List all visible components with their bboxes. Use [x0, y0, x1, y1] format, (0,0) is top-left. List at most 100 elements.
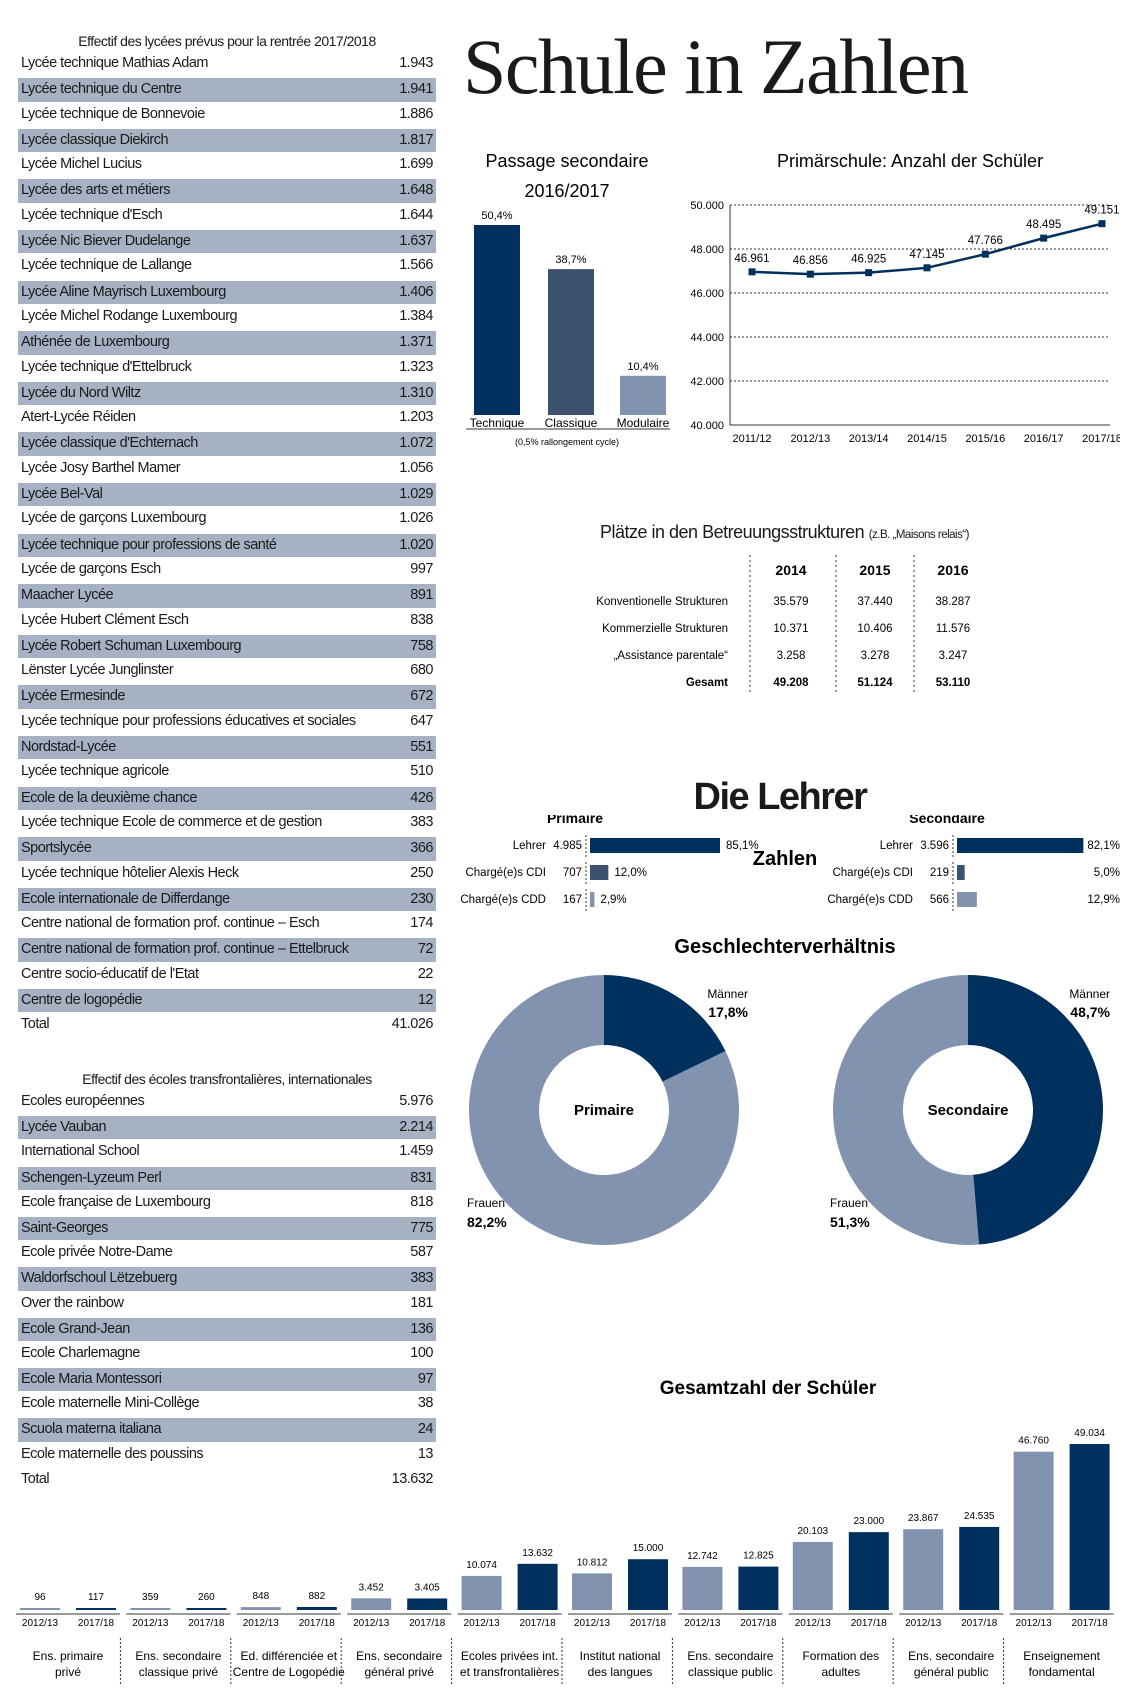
care-cell: 10.371: [773, 623, 808, 635]
primary-line-chart: Primärschule: Anzahl der Schüler 40.000 4…: [690, 151, 1120, 445]
care-cell: 37.440: [857, 596, 892, 608]
school-value: 1.699: [399, 156, 433, 173]
intl-school-value: 383: [410, 1270, 433, 1287]
gender-donut-label: Secondaire: [928, 1102, 1009, 1119]
total-category-label: général privé: [365, 1665, 435, 1679]
total-bar-label: 882: [308, 1591, 325, 1602]
teachers-bar: [590, 865, 609, 880]
total-bar-label: 49.034: [1074, 1428, 1105, 1439]
teachers-row-label: Lehrer: [880, 840, 913, 852]
school-row: Lycée Robert Schuman Luxembourg 758: [18, 633, 436, 660]
school-name: Sportslycée: [21, 840, 92, 857]
total-bar-label: 260: [198, 1592, 215, 1603]
primary-point-label: 48.495: [1026, 219, 1061, 231]
school-name: Lycée classique d'Echternach: [21, 435, 198, 452]
school-total-row: Total 41.026: [18, 1013, 436, 1038]
intl-school-row: Over the rainbow 181: [18, 1292, 436, 1317]
passage-chart: Passage secondaire 2016/2017 50,4% Techni…: [466, 151, 670, 447]
school-row: Lycée technique Ecole de commerce et de …: [18, 811, 436, 836]
school-name: Lycée Nic Biever Dudelange: [21, 233, 191, 250]
intl-school-row: Ecole Grand-Jean 136: [18, 1316, 436, 1342]
teachers-bar: [590, 892, 595, 907]
intl-school-value: 831: [410, 1169, 433, 1186]
care-cell: 11.576: [936, 623, 970, 635]
intl-school-value: 24: [417, 1421, 434, 1438]
teachers-row-pct: 5,0%: [1094, 867, 1120, 879]
intl-school-total-row: Total 13.632: [18, 1468, 436, 1493]
primary-ytick-label: 46.000: [690, 288, 724, 300]
total-period-label: 2017/18: [961, 1618, 998, 1629]
gender-donut-label: Primaire: [574, 1102, 634, 1119]
intl-school-value: 97: [417, 1371, 434, 1388]
care-cell: 3.278: [861, 650, 890, 662]
total-bar-label: 96: [34, 1592, 46, 1603]
school-value: 838: [410, 611, 433, 628]
primary-xtick-label: 2012/13: [790, 433, 830, 445]
gender-men-label: Männer: [707, 987, 748, 1001]
total-period-label: 2017/18: [188, 1618, 225, 1629]
teachers-row-pct: 12,0%: [614, 867, 647, 879]
school-row: Lycée technique hôtelier Alexis Heck 250: [18, 862, 436, 887]
intl-school-name: Saint-Georges: [21, 1219, 109, 1236]
total-category-label: privé: [55, 1665, 81, 1679]
teachers-bar: [957, 865, 965, 880]
intl-school-name: Over the rainbow: [21, 1294, 124, 1311]
school-name: Ecole de la deuxième chance: [21, 789, 197, 806]
total-bar-label: 359: [142, 1592, 159, 1603]
school-row: Lycée technique du Centre 1.941: [18, 77, 436, 103]
total-period-label: 2017/18: [740, 1618, 777, 1629]
gender-men-pct: 17,8%: [708, 1004, 748, 1020]
primary-xtick-label: 2015/16: [965, 433, 1005, 445]
school-value: 1.310: [399, 384, 433, 401]
intl-school-name: Ecole Maria Montessori: [21, 1371, 162, 1388]
total-bar: [296, 1607, 337, 1610]
teachers-bar: [957, 892, 977, 907]
school-name: Ecole internationale de Differdange: [21, 890, 230, 907]
school-name: Lycée technique de Bonnevoie: [21, 105, 205, 122]
page-title: Schule in Zahlen: [463, 23, 969, 110]
total-bar-label: 10.074: [466, 1560, 497, 1571]
school-value: 680: [410, 662, 433, 679]
primary-xtick-label: 2016/17: [1024, 433, 1064, 445]
intl-school-row: Saint-Georges 775: [18, 1215, 436, 1242]
intl-school-value: 13.632: [391, 1470, 434, 1487]
total-period-label: 2017/18: [1072, 1618, 1109, 1629]
teachers-row-count: 3.596: [920, 840, 949, 852]
total-bar-label: 13.632: [522, 1548, 553, 1559]
gender-women-label: Frauen: [467, 1196, 505, 1210]
teachers-section-label: Secondaire: [909, 815, 985, 826]
primary-point: [923, 264, 931, 272]
total-bar-label: 3.405: [415, 1582, 440, 1593]
total-bar: [407, 1598, 448, 1610]
school-name: Lycée Bel-Val: [21, 486, 103, 503]
school-value: 1.026: [399, 510, 433, 527]
care-cell: 53.110: [936, 677, 971, 689]
total-period-label: 2012/13: [353, 1618, 390, 1629]
intl-table-heading: Effectif des écoles transfrontalières, i…: [82, 1071, 372, 1087]
intl-school-row: Ecole Maria Montessori 97: [18, 1367, 436, 1393]
intl-school-row: Scuola materna italiana 24: [18, 1417, 436, 1443]
primary-point: [981, 250, 989, 258]
school-value: 72: [417, 941, 434, 958]
total-bar-label: 12.742: [687, 1551, 718, 1562]
total-bar-label: 20.103: [798, 1526, 829, 1537]
school-name: Lycée technique pour professions de sant…: [21, 536, 277, 553]
schools-table-heading: Effectif des lycées prévus pour la rentr…: [78, 33, 376, 49]
school-name: Lycée technique Mathias Adam: [21, 55, 208, 71]
gender-slice-men: [604, 975, 726, 1082]
care-cell: 3.247: [939, 650, 968, 662]
total-bar: [959, 1526, 1000, 1610]
school-value: 1.648: [399, 182, 433, 199]
school-name: Centre national de formation prof. conti…: [21, 941, 349, 958]
intl-school-value: 775: [410, 1219, 433, 1236]
school-row: Lycée Ermesinde 672: [18, 684, 436, 710]
gender-men-label: Männer: [1069, 987, 1110, 1001]
total-bar-label: 46.760: [1018, 1436, 1049, 1447]
school-name: Lycée technique d'Esch: [21, 206, 163, 223]
intl-school-row: Ecole privée Notre-Dame 587: [18, 1241, 436, 1266]
school-row: Lycée des arts et métiers 1.648: [18, 178, 436, 204]
teachers-bar: [590, 838, 720, 853]
total-bar: [130, 1608, 171, 1610]
teachers-row-count: 707: [563, 867, 582, 879]
passage-category-label: Technique: [470, 416, 525, 430]
